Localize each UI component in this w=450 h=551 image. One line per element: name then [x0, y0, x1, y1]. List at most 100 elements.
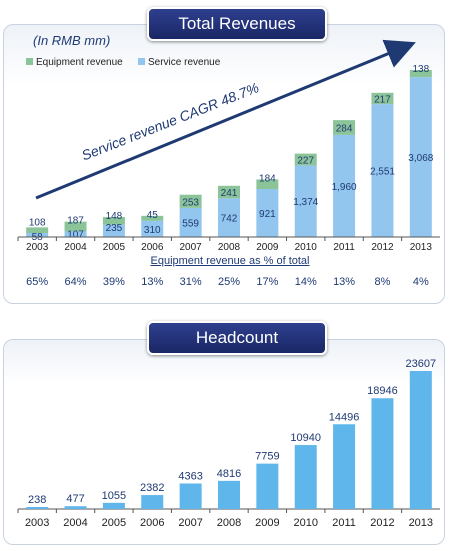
equipment-value-label-2004: 187 [67, 216, 84, 227]
headcount-value-label-2003: 238 [28, 494, 46, 506]
equipment-bar-2006 [141, 215, 164, 221]
headcount-tick-label-2010: 2010 [293, 517, 317, 529]
equipment-bar-2003 [26, 227, 49, 233]
headcount-value-label-2008: 4816 [217, 468, 241, 480]
headcount-value-label-2012: 18946 [367, 385, 398, 397]
revenue-title: Total Revenues [147, 7, 327, 41]
headcount-tick-label-2006: 2006 [140, 517, 164, 529]
equipment-bar-2004 [64, 221, 87, 232]
service-value-label-2006: 310 [144, 225, 161, 236]
equipment-bar-2009 [256, 179, 279, 190]
equipment-value-label-2007: 253 [182, 197, 199, 208]
equipment-value-label-2008: 241 [221, 188, 238, 199]
equipment-value-label-2003: 108 [29, 217, 46, 228]
equipment-value-label-2013: 138 [412, 64, 429, 75]
headcount-value-label-2009: 7759 [255, 451, 279, 463]
percent-value-2008: 25% [217, 276, 241, 288]
revenue-tick-label-2008: 2008 [218, 242, 241, 253]
percent-value-2007: 31% [179, 276, 202, 288]
service-bar-2009 [256, 189, 279, 237]
headcount-bar-2008 [218, 480, 240, 509]
headcount-bar-2004 [64, 506, 87, 509]
percent-value-2004: 64% [64, 276, 87, 288]
headcount-tick-label-2011: 2011 [332, 517, 356, 529]
percent-value-2003: 65% [26, 276, 49, 288]
percent-value-2009: 17% [256, 276, 279, 288]
legend-equipment: Equipment revenue [26, 57, 123, 68]
headcount-tick-label-2005: 2005 [102, 517, 126, 529]
percent-value-2006: 13% [141, 276, 164, 288]
equipment-bar-2010 [294, 153, 317, 166]
percent-value-2010: 14% [294, 276, 317, 288]
headcount-value-label-2010: 10940 [290, 432, 321, 444]
service-bar-2004 [64, 231, 87, 237]
service-value-label-2004: 107 [67, 229, 84, 240]
equipment-value-label-2006: 45 [147, 210, 159, 221]
revenue-tick-label-2005: 2005 [103, 242, 126, 253]
headcount-bar-2012 [371, 398, 394, 509]
headcount-value-label-2011: 14496 [329, 411, 360, 423]
unit-label: (In RMB mm) [33, 33, 111, 48]
equipment-bar-2008 [218, 185, 240, 199]
legend-equipment-swatch [26, 58, 33, 65]
headcount-bar-2005 [102, 502, 125, 509]
headcount-tick-label-2012: 2012 [370, 517, 394, 529]
headcount-title: Headcount [147, 321, 327, 355]
percent-row-heading: Equipment revenue as % of total [150, 255, 310, 267]
equipment-bar-2013 [409, 70, 432, 78]
equipment-value-label-2005: 148 [106, 211, 123, 222]
headcount-bar-2009 [256, 463, 279, 509]
headcount-bar-2011 [333, 424, 356, 509]
service-bar-2003 [26, 233, 49, 237]
service-value-label-2011: 1,960 [332, 182, 357, 193]
legend-equipment-label: Equipment revenue [36, 57, 123, 68]
headcount-bar-2007 [179, 483, 202, 509]
service-bar-2007 [179, 207, 202, 237]
headcount-value-label-2007: 4363 [178, 470, 202, 482]
revenue-tick-label-2003: 2003 [26, 242, 49, 253]
revenue-panel [3, 24, 445, 304]
service-value-label-2012: 2,551 [370, 167, 395, 178]
legend-service-label: Service revenue [148, 57, 221, 68]
service-value-label-2005: 235 [106, 223, 123, 234]
equipment-value-label-2010: 227 [297, 156, 314, 167]
equipment-bar-2012 [371, 92, 394, 105]
service-bar-2012 [371, 104, 394, 238]
equipment-value-label-2009: 184 [259, 173, 276, 184]
service-bar-2010 [294, 165, 317, 237]
headcount-bar-2013 [409, 371, 432, 509]
headcount-value-label-2005: 1055 [102, 490, 126, 502]
headcount-tick-label-2007: 2007 [178, 517, 202, 529]
equipment-bar-2005 [102, 217, 125, 225]
revenue-tick-label-2004: 2004 [64, 242, 87, 253]
revenue-tick-label-2013: 2013 [410, 242, 433, 253]
percent-value-2012: 8% [374, 276, 391, 288]
headcount-tick-label-2009: 2009 [255, 517, 279, 529]
headcount-value-label-2004: 477 [66, 493, 84, 505]
revenue-tick-label-2007: 2007 [180, 242, 203, 253]
headcount-bar-2003 [26, 507, 49, 509]
percent-value-2011: 13% [333, 276, 356, 288]
headcount-tick-label-2003: 2003 [25, 517, 49, 529]
service-value-label-2013: 3,068 [408, 153, 433, 164]
service-value-label-2009: 921 [259, 209, 276, 220]
revenue-tick-label-2011: 2011 [333, 242, 355, 253]
cagr-arrow [35, 39, 416, 200]
service-bar-2013 [409, 77, 432, 237]
service-bar-2006 [141, 220, 164, 237]
revenue-tick-label-2010: 2010 [295, 242, 318, 253]
percent-value-2005: 39% [102, 276, 125, 288]
equipment-value-label-2011: 284 [336, 124, 353, 135]
headcount-bar-2010 [294, 445, 317, 509]
headcount-bar-2006 [141, 495, 164, 509]
headcount-value-label-2013: 23607 [406, 358, 437, 370]
revenue-tick-label-2012: 2012 [371, 242, 394, 253]
headcount-tick-label-2008: 2008 [217, 517, 241, 529]
headcount-value-label-2006: 2382 [140, 482, 164, 494]
revenue-tick-label-2006: 2006 [141, 242, 164, 253]
equipment-bar-2011 [333, 120, 356, 135]
percent-value-2013: 4% [412, 276, 429, 288]
headcount-tick-label-2013: 2013 [409, 517, 433, 529]
equipment-value-label-2012: 217 [374, 94, 391, 105]
